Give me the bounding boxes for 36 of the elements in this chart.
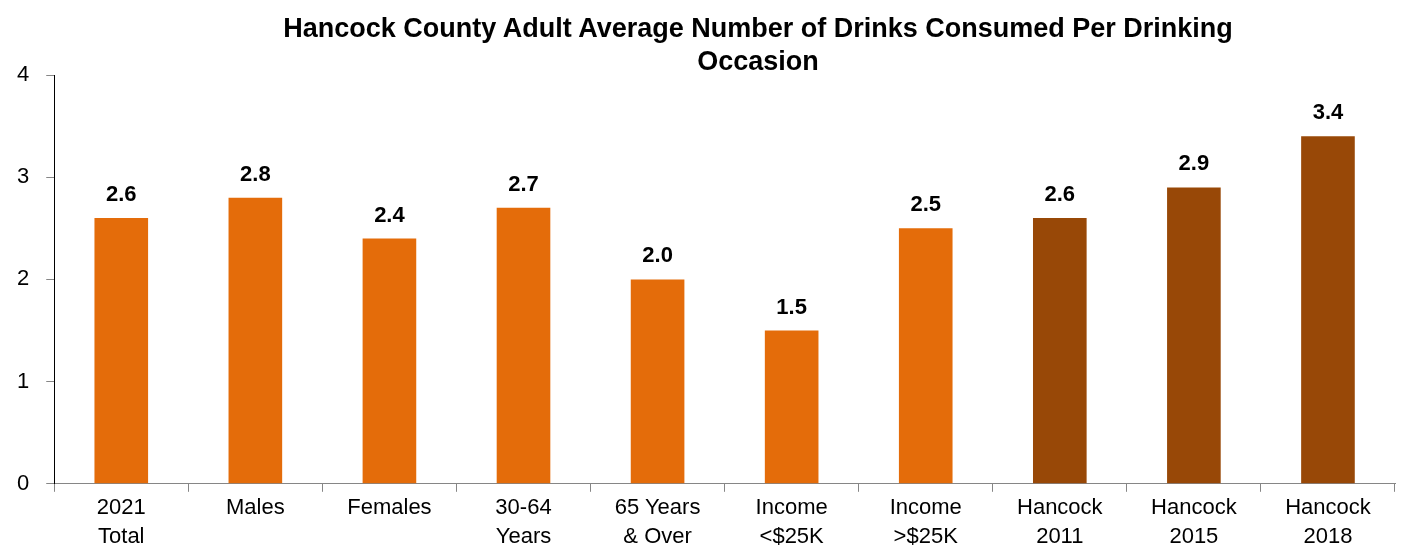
bar bbox=[94, 218, 149, 484]
x-tick-label: Females bbox=[347, 494, 432, 520]
x-tick-label: 2021 Total bbox=[96, 494, 146, 548]
data-label: 2.8 bbox=[240, 160, 271, 186]
x-tick-label: Hancock 2015 bbox=[1151, 494, 1238, 548]
bar bbox=[630, 279, 685, 484]
data-label: 2.4 bbox=[374, 201, 406, 227]
x-tick-label: Income >$25K bbox=[889, 494, 962, 548]
x-tick-label: Hancock 2018 bbox=[1285, 494, 1372, 548]
bar bbox=[1032, 218, 1087, 484]
data-label: 2.6 bbox=[105, 181, 137, 207]
data-label: 2.0 bbox=[642, 242, 673, 268]
bar bbox=[898, 228, 953, 484]
bar bbox=[764, 330, 819, 484]
x-tick-label: 65 Years & Over bbox=[614, 494, 701, 548]
y-tick-label: 4 bbox=[16, 61, 30, 87]
x-tick-label: Males bbox=[226, 494, 285, 520]
y-tick-label: 1 bbox=[16, 367, 30, 393]
x-tick-label: Hancock 2011 bbox=[1017, 494, 1104, 548]
y-tick-label: 0 bbox=[16, 469, 30, 495]
bar bbox=[496, 207, 551, 484]
x-tick-label: 30-64 Years bbox=[495, 494, 552, 548]
chart-title: Hancock County Adult Average Number of Drinks Consumed Per Drinking Occasion bbox=[282, 12, 1234, 78]
x-tick-label: Income <$25K bbox=[755, 494, 828, 548]
data-label: 3.4 bbox=[1312, 99, 1345, 125]
data-label: 1.5 bbox=[776, 293, 807, 319]
bar bbox=[228, 197, 283, 484]
data-label: 2.6 bbox=[1044, 181, 1076, 207]
y-tick-label: 2 bbox=[16, 265, 30, 291]
y-tick-label: 3 bbox=[16, 163, 30, 189]
data-label: 2.9 bbox=[1178, 150, 1210, 176]
bar bbox=[362, 238, 417, 484]
bar bbox=[1301, 136, 1355, 484]
data-label: 2.5 bbox=[910, 191, 942, 217]
bar bbox=[1167, 187, 1221, 484]
data-label: 2.7 bbox=[508, 170, 539, 196]
